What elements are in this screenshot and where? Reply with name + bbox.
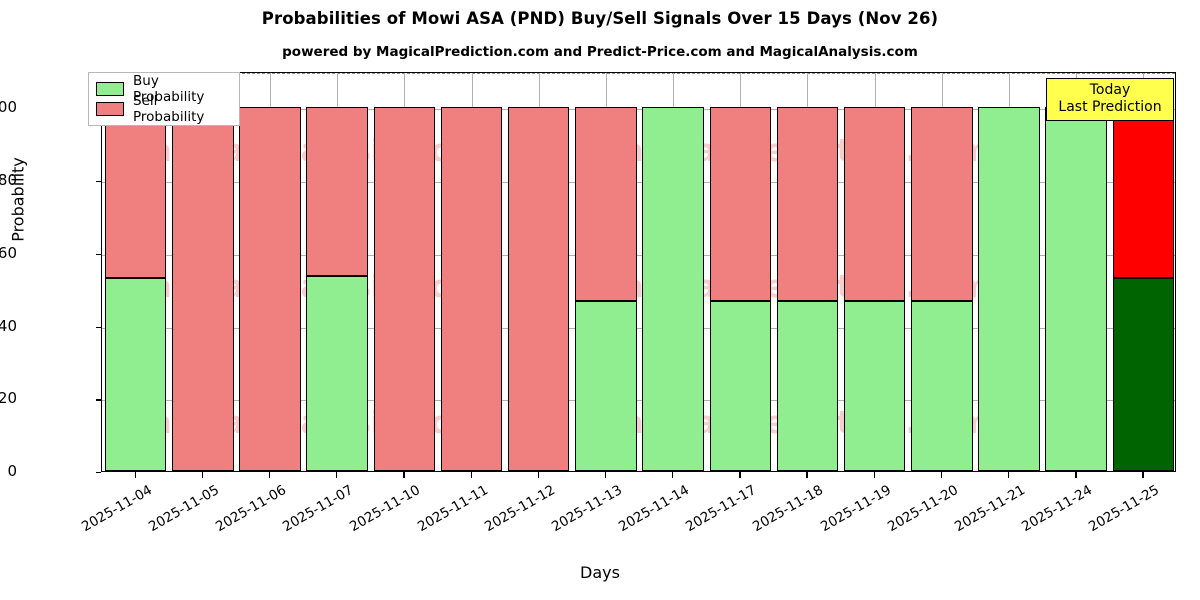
bar-segment-sell[interactable] bbox=[306, 107, 368, 277]
bar-segment-buy[interactable] bbox=[776, 301, 839, 471]
x-axis-tick-mark bbox=[604, 472, 607, 478]
gridline-horizontal bbox=[102, 400, 1175, 402]
plot-area: MagicalAnalysis.comMagicalPrediction.com… bbox=[101, 72, 1176, 472]
y-axis-tick-label: 20 bbox=[0, 389, 17, 408]
bar-group[interactable] bbox=[239, 71, 301, 471]
bar-segment-buy[interactable] bbox=[306, 276, 368, 471]
chart-title: Probabilities of Mowi ASA (PND) Buy/Sell… bbox=[261, 9, 939, 28]
bar-segment-buy[interactable] bbox=[911, 301, 973, 471]
x-axis-tick-mark bbox=[336, 472, 338, 478]
gridline-horizontal bbox=[102, 109, 1175, 111]
chart-subtitle: powered by MagicalPrediction.com and Pre… bbox=[282, 44, 918, 60]
x-axis-tick-mark bbox=[403, 472, 405, 478]
bar-group[interactable] bbox=[1045, 71, 1107, 471]
reference-line bbox=[102, 73, 1175, 74]
y-axis-tick-mark bbox=[96, 326, 101, 328]
bar-group[interactable] bbox=[172, 71, 234, 471]
bar-group[interactable] bbox=[776, 71, 839, 471]
bar-segment-buy[interactable] bbox=[1112, 278, 1175, 471]
bar-segment-sell[interactable] bbox=[373, 107, 436, 471]
legend-swatch-buy bbox=[96, 81, 124, 96]
x-axis-tick-mark bbox=[739, 472, 741, 478]
bar-group[interactable] bbox=[507, 71, 570, 471]
y-axis-tick-mark bbox=[96, 472, 101, 474]
legend-label-sell: Sell Probability bbox=[133, 92, 205, 125]
x-axis-tick-mark bbox=[873, 472, 875, 478]
legend-item-buy: Buy Probability bbox=[96, 73, 233, 105]
legend: Buy Probability Sell Probability bbox=[88, 72, 240, 126]
today-annotation-line1: Today bbox=[1089, 82, 1131, 98]
bar-segment-buy[interactable] bbox=[843, 301, 906, 471]
bar-segment-sell[interactable] bbox=[507, 107, 570, 471]
bar-group[interactable] bbox=[373, 71, 436, 471]
bar-segment-sell[interactable] bbox=[776, 107, 839, 302]
bar-segment-sell[interactable] bbox=[911, 107, 973, 302]
bar-group[interactable] bbox=[306, 71, 368, 471]
bar-segment-sell[interactable] bbox=[172, 107, 234, 471]
x-axis-tick-mark bbox=[134, 472, 136, 478]
today-annotation-line2: Last Prediction bbox=[1058, 99, 1162, 115]
bar-segment-buy[interactable] bbox=[709, 301, 771, 471]
bar-layer bbox=[102, 73, 1175, 471]
bar-segment-buy[interactable] bbox=[978, 107, 1040, 471]
bar-group[interactable] bbox=[104, 71, 167, 471]
bar-group[interactable] bbox=[642, 71, 704, 471]
x-axis-tick-mark bbox=[806, 472, 808, 478]
today-annotation: Today Last Prediction bbox=[1046, 78, 1174, 121]
bar-segment-buy[interactable] bbox=[575, 301, 637, 471]
x-axis-tick-mark bbox=[537, 472, 540, 478]
bar-segment-sell[interactable] bbox=[709, 107, 771, 302]
y-axis-tick-label: 40 bbox=[0, 316, 17, 335]
legend-swatch-sell bbox=[96, 101, 124, 116]
bar-group[interactable] bbox=[440, 71, 503, 471]
x-axis-tick-mark bbox=[201, 472, 204, 478]
x-axis-tick-mark bbox=[1075, 472, 1077, 478]
bar-segment-sell[interactable] bbox=[440, 107, 503, 471]
y-axis-tick-mark bbox=[96, 253, 101, 256]
y-axis-tick-label: 0 bbox=[7, 462, 17, 480]
x-axis-label: Days bbox=[580, 563, 620, 582]
bar-segment-buy[interactable] bbox=[642, 107, 704, 471]
y-axis-label: Probability bbox=[8, 157, 28, 242]
gridline-horizontal bbox=[102, 182, 1175, 184]
bar-group[interactable] bbox=[911, 71, 973, 471]
bar-group[interactable] bbox=[1112, 71, 1175, 471]
y-axis-tick-mark bbox=[96, 399, 101, 401]
legend-label-buy: Buy Probability bbox=[133, 72, 205, 105]
y-axis-tick-label: 80 bbox=[0, 171, 17, 190]
gridline-horizontal bbox=[102, 327, 1175, 329]
bar-segment-sell[interactable] bbox=[104, 107, 167, 279]
bar-group[interactable] bbox=[978, 71, 1040, 471]
bar-group[interactable] bbox=[575, 71, 637, 471]
bar-segment-sell[interactable] bbox=[843, 107, 906, 302]
bar-segment-sell[interactable] bbox=[239, 107, 301, 471]
x-axis-tick-mark bbox=[672, 472, 674, 478]
y-axis-tick-label: 100 bbox=[0, 98, 17, 117]
bar-segment-sell[interactable] bbox=[575, 107, 637, 302]
legend-item-sell: Sell Probability bbox=[96, 93, 233, 125]
x-axis-tick-mark bbox=[470, 472, 472, 478]
bar-segment-buy[interactable] bbox=[1045, 107, 1107, 471]
bar-segment-sell[interactable] bbox=[1112, 107, 1175, 279]
x-axis-tick-mark bbox=[268, 472, 271, 478]
bar-group[interactable] bbox=[709, 71, 771, 471]
x-axis-tick-mark bbox=[940, 472, 943, 478]
bar-segment-buy[interactable] bbox=[104, 278, 167, 471]
gridline-horizontal bbox=[102, 254, 1175, 256]
x-axis-tick-mark bbox=[1008, 472, 1010, 478]
x-axis-tick-mark bbox=[1142, 472, 1144, 478]
bar-group[interactable] bbox=[843, 71, 906, 471]
y-axis-tick-mark bbox=[96, 181, 101, 183]
y-axis-tick-label: 60 bbox=[0, 243, 17, 262]
